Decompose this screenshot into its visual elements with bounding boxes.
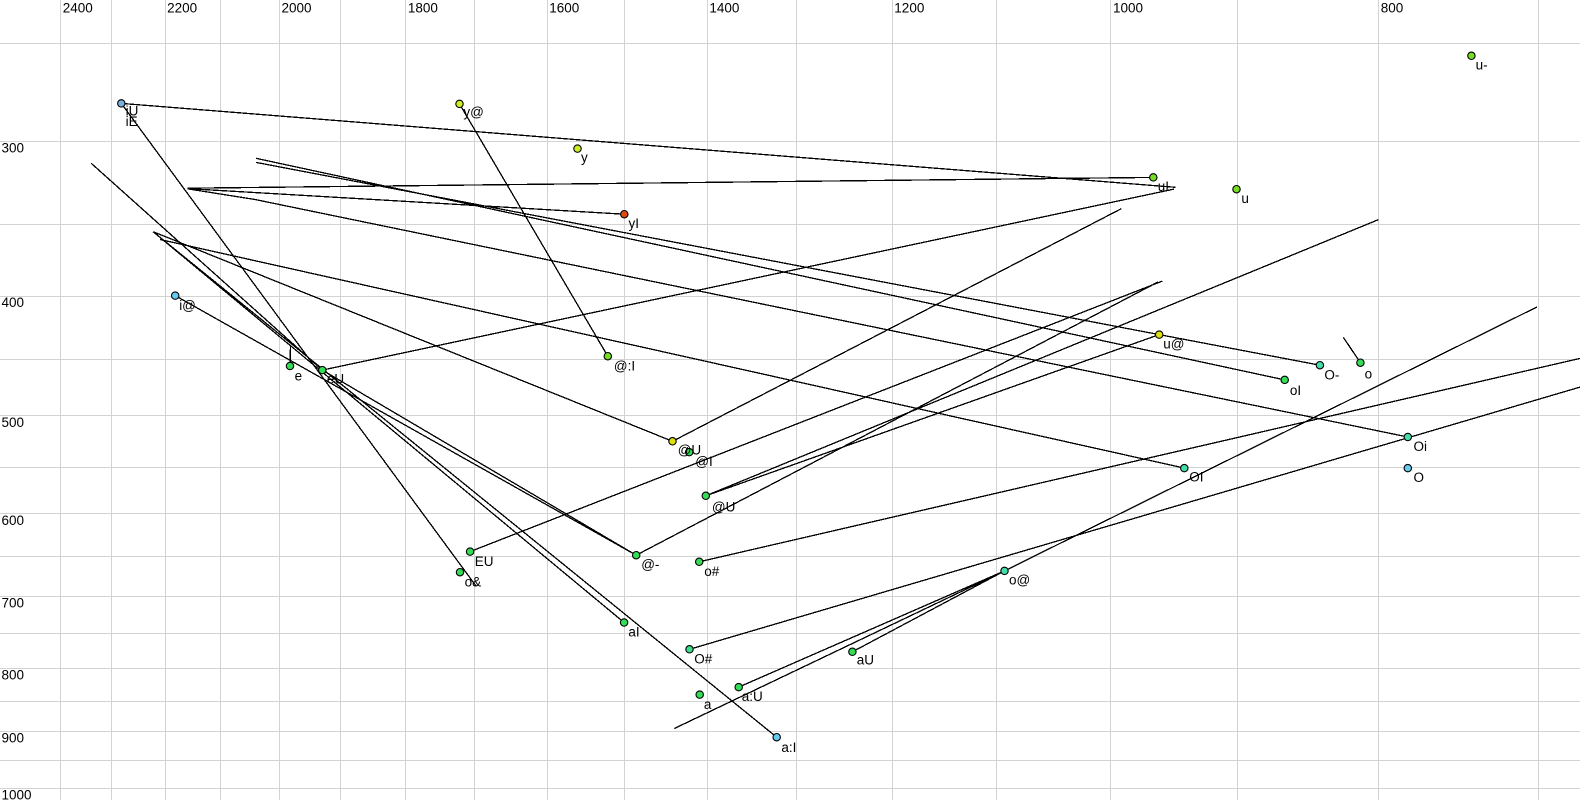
svg-text:1800: 1800 [408,1,438,16]
svg-text:@U: @U [712,499,735,514]
svg-text:aU: aU [857,653,874,668]
svg-text:o&: o& [465,574,482,589]
svg-text:a: a [704,697,712,712]
svg-text:y@: y@ [463,105,483,120]
svg-text:EU: EU [475,554,494,569]
svg-text:o#: o# [704,564,720,579]
svg-text:Oi: Oi [1414,439,1428,454]
svg-text:2200: 2200 [167,1,197,16]
svg-text:eU: eU [327,372,344,387]
svg-text:@I: @I [695,454,712,469]
svg-text:O: O [1414,470,1425,485]
svg-text:@-: @- [641,557,659,572]
svg-text:i@: i@ [179,298,196,313]
svg-text:a:U: a:U [742,689,763,704]
svg-text:u@: u@ [1163,336,1184,351]
svg-text:800: 800 [2,667,25,682]
svg-text:2400: 2400 [63,1,93,16]
svg-text:o@: o@ [1009,573,1030,588]
svg-text:500: 500 [2,415,25,430]
svg-text:400: 400 [2,295,25,310]
svg-text:1000: 1000 [1113,1,1143,16]
svg-text:u-: u- [1476,57,1488,72]
svg-text:300: 300 [2,141,25,156]
svg-text:a:I: a:I [781,740,796,755]
svg-text:y: y [581,150,588,165]
svg-text:yI: yI [629,216,640,231]
svg-text:900: 900 [2,731,25,746]
svg-text:1000: 1000 [2,787,32,800]
svg-text:O-: O- [1324,368,1339,383]
svg-text:1600: 1600 [549,1,579,16]
svg-text:@:I: @:I [614,359,635,374]
svg-text:2000: 2000 [282,1,312,16]
svg-text:o: o [1365,366,1373,381]
svg-text:OI: OI [1189,470,1203,485]
svg-text:oI: oI [1290,383,1301,398]
svg-text:uI: uI [1158,179,1169,194]
svg-text:1200: 1200 [894,1,924,16]
svg-text:aI: aI [628,625,639,640]
svg-text:700: 700 [2,596,25,611]
svg-text:u: u [1241,191,1249,206]
svg-text:e: e [295,369,303,384]
svg-text:iE: iE [126,114,138,129]
svg-text:800: 800 [1381,1,1404,16]
svg-text:O#: O# [694,651,713,666]
svg-text:600: 600 [2,513,25,528]
svg-text:1400: 1400 [709,1,739,16]
